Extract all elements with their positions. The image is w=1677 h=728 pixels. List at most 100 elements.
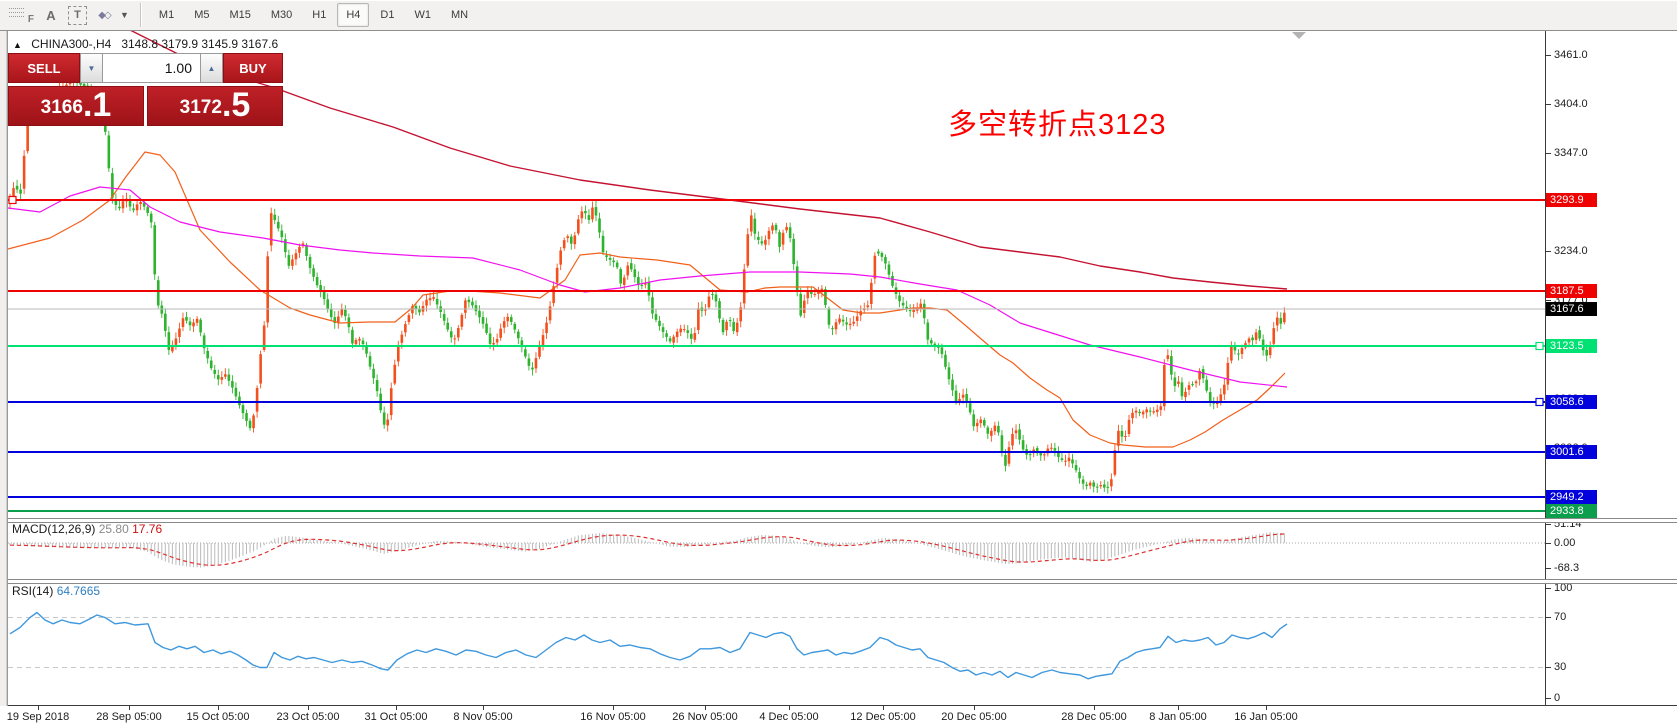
draw-objects-icon[interactable]: ◆◇ — [98, 9, 111, 21]
macd-label: MACD(12,26,9) 25.80 17.76 — [12, 522, 162, 536]
time-axis-tick — [483, 706, 484, 710]
rsi-value: 64.7665 — [56, 584, 101, 598]
rsi-line — [9, 611, 1288, 680]
time-axis-tick — [1094, 706, 1095, 710]
time-axis-label: 16 Jan 05:00 — [1234, 711, 1298, 723]
timeframe-button-m5[interactable]: M5 — [194, 9, 210, 21]
text-label-icon[interactable]: A — [46, 7, 56, 23]
timeframe-button-mn[interactable]: MN — [450, 9, 469, 21]
rsi-name: RSI(14) — [12, 584, 54, 598]
chart-title: ▲ CHINA300-,H4 3148.8 3179.9 3145.9 3167… — [13, 37, 278, 51]
price-badge-3187.5: 3187.5 — [1546, 284, 1597, 298]
symbol-collapse-triangle-icon[interactable]: ▲ — [13, 40, 22, 50]
timeframe-button-m30[interactable]: M30 — [270, 9, 293, 21]
time-axis-label: 19 Sep 2018 — [6, 711, 70, 723]
rsi-label: RSI(14) 64.7665 — [12, 584, 100, 598]
time-axis-tick — [129, 706, 130, 710]
volume-increase-button[interactable]: ▲ — [200, 53, 223, 83]
objects-dropdown-caret-icon[interactable]: ▼ — [120, 10, 129, 20]
timeframe-button-m1[interactable]: M1 — [158, 9, 175, 21]
macd-axis-tick: 0.00 — [1545, 537, 1576, 549]
time-axis-label: 8 Jan 05:00 — [1149, 711, 1207, 723]
sell-button[interactable]: SELL — [8, 53, 80, 83]
hline-marker[interactable] — [1535, 341, 1544, 351]
timeframe-button-h4[interactable]: H4 — [337, 3, 370, 27]
price-axis-tick: 3234.0 — [1546, 245, 1588, 257]
timeframe-button-h1[interactable]: H1 — [312, 9, 327, 21]
time-axis-tick — [789, 706, 790, 710]
trade-panel-top-row: SELL ▼ ▲ BUY — [8, 53, 283, 83]
hline-marker[interactable] — [8, 195, 17, 205]
time-axis-border — [0, 705, 1677, 706]
time-axis-label: 15 Oct 05:00 — [186, 711, 250, 723]
price-axis[interactable]: 3461.03404.03347.03290.03234.03177.03120… — [1545, 31, 1677, 706]
sell-price-main: 3166 — [40, 97, 83, 118]
ma-fast-line — [8, 151, 1286, 448]
toolbar-separator — [139, 3, 142, 27]
volume-input[interactable] — [103, 54, 200, 82]
time-axis-tick — [218, 706, 219, 710]
rsi-axis-tick: 0 — [1545, 692, 1561, 704]
time-axis-label: 26 Nov 05:00 — [672, 711, 738, 723]
macd-value-signal: 17.76 — [132, 522, 163, 536]
time-axis-tick — [38, 706, 39, 710]
buy-price-main: 3172 — [179, 97, 222, 118]
toolbar: F A T ◆◇ ▼ M1 M5 M15 M30 H1 H4 D1 W1 MN — [0, 0, 1677, 31]
symbol-list-icon-letter: F — [27, 14, 34, 25]
price-pane[interactable] — [8, 31, 1545, 518]
timeframe-button-group: M1 M5 M15 M30 H1 H4 D1 W1 MN — [149, 3, 478, 27]
macd-signal-line — [10, 533, 1285, 566]
time-axis-label: 16 Nov 05:00 — [580, 711, 646, 723]
rsi-pane[interactable] — [8, 582, 1545, 705]
buy-price-pips: .5 — [221, 86, 251, 124]
hline-marker[interactable] — [1535, 397, 1544, 407]
price-badge-2949.2: 2949.2 — [1546, 490, 1597, 504]
symbol-list-icon[interactable]: F — [8, 7, 34, 25]
price-badge-3167.6: 3167.6 — [1546, 302, 1597, 316]
time-axis-label: 28 Sep 05:00 — [96, 711, 162, 723]
time-axis-label: 4 Dec 05:00 — [759, 711, 819, 723]
time-axis-label: 20 Dec 05:00 — [941, 711, 1007, 723]
time-axis-label: 31 Oct 05:00 — [364, 711, 428, 723]
time-axis-tick — [396, 706, 397, 710]
pane-separator-rsi[interactable] — [0, 579, 1677, 584]
time-axis-tick — [883, 706, 884, 710]
time-axis-label: 8 Nov 05:00 — [453, 711, 513, 723]
time-axis-tick — [613, 706, 614, 710]
grid-rows-glyph — [9, 8, 24, 19]
ma-slow-line — [130, 31, 1288, 290]
chart-symbol: CHINA300-,H4 — [31, 37, 112, 51]
chart-plot-area[interactable] — [0, 31, 1677, 706]
price-badge-3123.5: 3123.5 — [1546, 339, 1597, 353]
sell-price-pips: .1 — [82, 86, 112, 124]
time-axis[interactable]: 19 Sep 2018 28 Sep 05:00 15 Oct 05:00 23 Oc… — [0, 706, 1677, 728]
timeframe-button-d1[interactable]: D1 — [380, 9, 395, 21]
timeframe-button-m15[interactable]: M15 — [229, 9, 251, 21]
macd-value-main: 25.80 — [98, 522, 129, 536]
price-badge-3058.6: 3058.6 — [1546, 395, 1597, 409]
macd-axis-tick: -68.3 — [1545, 562, 1580, 574]
buy-price-button[interactable]: 3172 .5 — [147, 86, 283, 126]
trade-panel-price-row: 3166 .1 3172 .5 — [8, 86, 283, 126]
panel-collapse-caret-icon[interactable] — [1292, 32, 1306, 39]
macd-name: MACD(12,26,9) — [12, 522, 96, 536]
left-gutter — [0, 31, 8, 706]
macd-pane[interactable] — [8, 521, 1545, 579]
rsi-axis-tick: 100 — [1545, 582, 1573, 594]
volume-decrease-button[interactable]: ▼ — [80, 53, 103, 83]
time-axis-label: 23 Oct 05:00 — [276, 711, 340, 723]
chart-annotation-text: 多空转折点3123 — [948, 109, 1167, 141]
buy-button[interactable]: BUY — [223, 53, 283, 83]
sell-price-button[interactable]: 3166 .1 — [8, 86, 144, 126]
pane-separator-macd[interactable] — [0, 518, 1677, 523]
time-axis-tick — [1266, 706, 1267, 710]
time-axis-label: 28 Dec 05:00 — [1061, 711, 1127, 723]
time-axis-tick — [308, 706, 309, 710]
rsi-axis-tick: 70 — [1545, 611, 1567, 623]
timeframe-button-w1[interactable]: W1 — [414, 9, 431, 21]
price-badge-2933.8: 2933.8 — [1546, 504, 1597, 518]
text-box-icon[interactable]: T — [68, 5, 87, 25]
price-axis-border — [1545, 31, 1546, 706]
time-axis-tick — [1178, 706, 1179, 710]
